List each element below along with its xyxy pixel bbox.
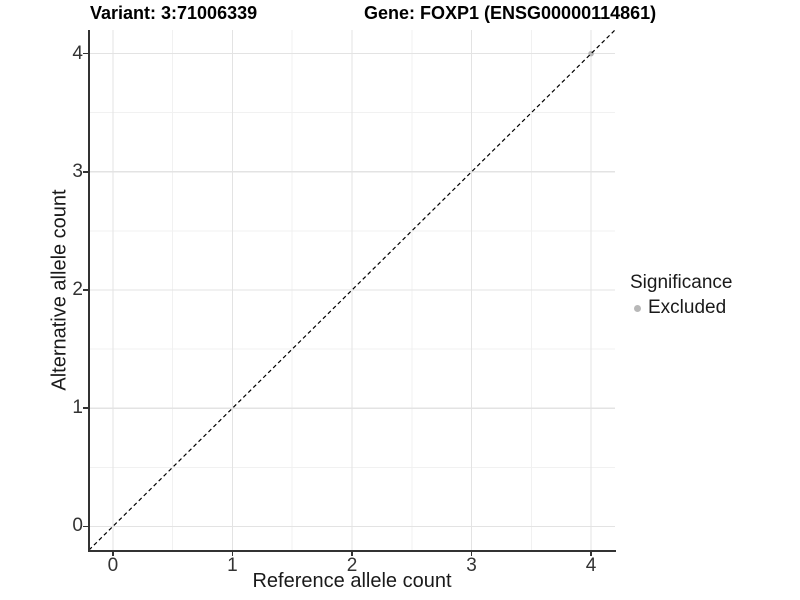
plot-title-gene: Gene: FOXP1 (ENSG00000114861) — [364, 3, 657, 23]
x-tick-label: 3 — [466, 555, 477, 576]
x-tick-mark — [351, 551, 353, 556]
x-tick-mark — [590, 551, 592, 556]
x-tick-mark — [231, 551, 234, 556]
x-tick-label: 2 — [346, 555, 358, 576]
legend: Significance Excluded — [630, 272, 732, 319]
legend-item-excluded: Excluded — [630, 297, 732, 319]
x-axis-title: Reference allele count — [252, 570, 452, 592]
x-tick-mark — [112, 551, 114, 556]
y-tick-label: 0 — [72, 515, 83, 537]
y-tick-label: 4 — [72, 42, 83, 64]
y-tick-mark — [83, 52, 88, 55]
x-tick-label: 4 — [585, 555, 597, 576]
y-tick-label: 3 — [72, 160, 83, 182]
legend-item-label: Excluded — [648, 297, 727, 318]
y-tick-label: 2 — [72, 279, 83, 300]
plot-title-variant: Variant: 3:71006339 — [90, 3, 258, 23]
plot-panel — [88, 29, 616, 551]
legend-point-icon — [634, 304, 641, 312]
x-tick-mark — [470, 551, 473, 556]
y-axis-line — [88, 30, 90, 552]
identity-line — [88, 29, 616, 551]
x-tick-label: 1 — [227, 555, 238, 576]
y-tick-mark — [83, 289, 88, 291]
y-tick-mark — [83, 171, 88, 173]
y-tick-mark — [83, 407, 88, 409]
x-tick-label: 0 — [107, 555, 119, 576]
plot-canvas — [88, 29, 616, 551]
y-tick-label: 1 — [72, 397, 83, 419]
legend-title: Significance — [630, 272, 733, 293]
y-tick-mark — [83, 525, 88, 528]
